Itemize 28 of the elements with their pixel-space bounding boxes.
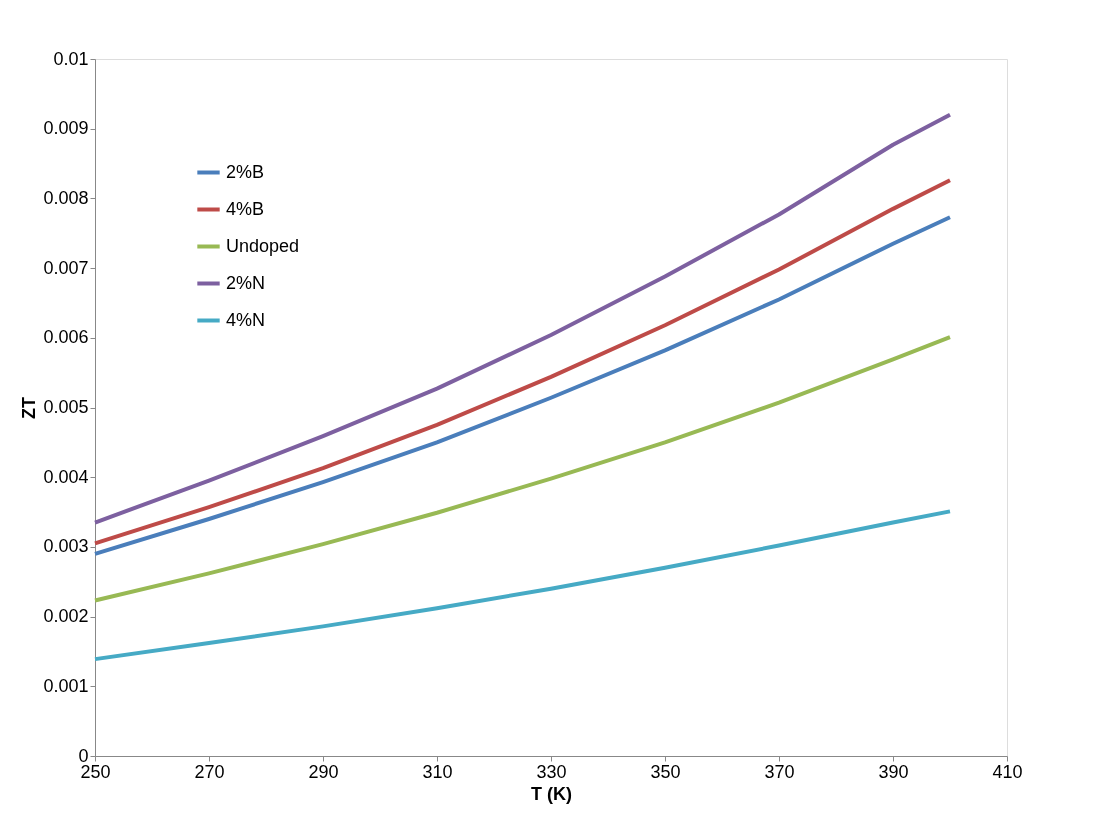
y-tick-label: 0.002 bbox=[43, 606, 89, 627]
y-tick-label: 0.001 bbox=[43, 675, 89, 696]
y-axis-title: ZT bbox=[19, 397, 40, 419]
line-series bbox=[93, 335, 952, 603]
x-tick-label: 290 bbox=[308, 761, 339, 782]
x-axis-title: T (K) bbox=[531, 783, 572, 804]
legend-label: Undoped bbox=[226, 235, 300, 256]
y-tick-label: 0.009 bbox=[43, 118, 89, 139]
line-series bbox=[93, 509, 952, 662]
line-series bbox=[93, 112, 952, 525]
legend-label: 4%B bbox=[226, 198, 265, 219]
y-tick-label: 0.003 bbox=[43, 536, 89, 557]
legend-label: 2%B bbox=[226, 161, 265, 182]
y-tick-label: 0.005 bbox=[43, 397, 89, 417]
y-tick-label: 0.008 bbox=[43, 187, 89, 208]
x-tick-label: 270 bbox=[194, 761, 225, 782]
x-tick-label: 310 bbox=[422, 761, 453, 782]
x-tick-label: 410 bbox=[992, 761, 1023, 782]
legend-label: 4%N bbox=[226, 309, 266, 330]
y-tick-label: 0.006 bbox=[43, 327, 89, 348]
y-tick-label: 0.004 bbox=[43, 466, 89, 487]
y-tick-label: 0.007 bbox=[43, 257, 89, 278]
legend-label: 2%N bbox=[226, 272, 266, 293]
x-tick-label: 370 bbox=[764, 761, 795, 782]
x-tick-label: 350 bbox=[650, 761, 681, 782]
y-tick-label: 0.01 bbox=[53, 48, 89, 69]
x-tick-label: 330 bbox=[536, 761, 567, 782]
x-tick-label: 390 bbox=[878, 761, 909, 782]
